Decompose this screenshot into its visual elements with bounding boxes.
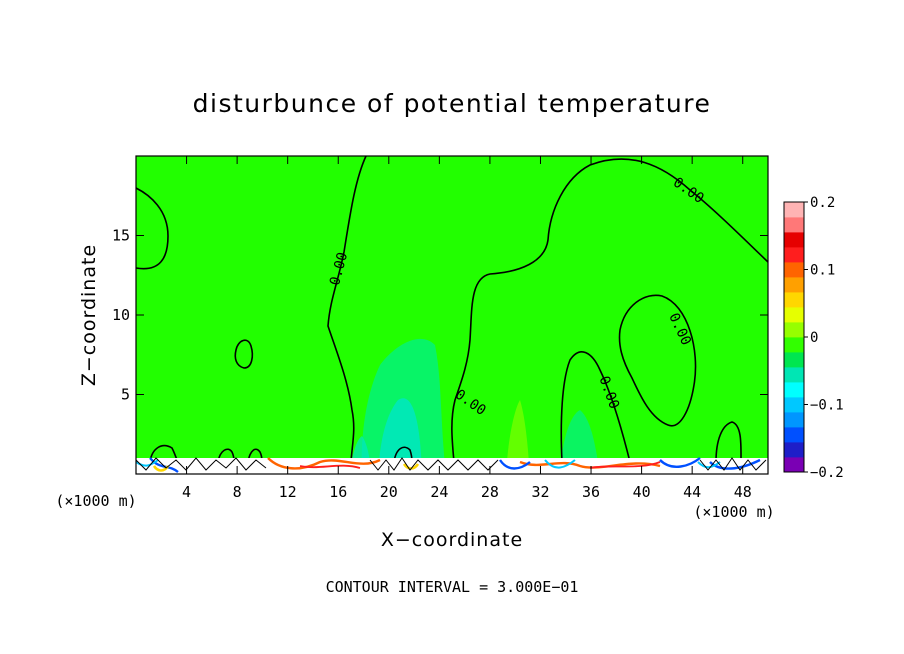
x-axis-label: X−coordinate (381, 529, 523, 551)
contour-lines (135, 155, 769, 463)
chart-title: disturbunce of potential temperature (193, 89, 712, 118)
x-tick-label: 48 (734, 483, 752, 501)
x-unit-right: (×1000 m) (693, 503, 774, 521)
y-tick-label: 15 (112, 227, 130, 245)
x-tick-label: 8 (233, 483, 242, 501)
x-tick-label: 24 (430, 483, 448, 501)
plot-area: 0.00 0.00 0.00 0.00 0.00 (135, 155, 769, 475)
colorbar-tick-label: 0.1 (810, 263, 835, 279)
x-tick-label: 16 (329, 483, 347, 501)
contour-interval-text: CONTOUR INTERVAL = 3.000E−01 (326, 578, 579, 596)
y-tick-label: 10 (112, 306, 130, 324)
colorbar-cell (784, 352, 804, 368)
surface-contour (299, 461, 661, 469)
y-tick-label: 5 (121, 386, 130, 404)
y-axis-label: Z−coordinate (78, 244, 100, 386)
colorbar: 0.2 0.1 0 −0.1 −0.2 (783, 195, 844, 481)
x-tick-label: 36 (582, 483, 600, 501)
colorbar-cell (784, 202, 804, 218)
colorbar-cell (784, 367, 804, 383)
contour-line (618, 294, 697, 427)
colorbar-cell (784, 307, 804, 323)
colorbar-tick-label: 0 (810, 330, 818, 346)
y-axis: 5 10 15 (112, 227, 768, 404)
x-tick-label: 44 (683, 483, 701, 501)
x-tick-label: 40 (633, 483, 651, 501)
colorbar-cell (784, 337, 804, 353)
x-tick-label: 28 (481, 483, 499, 501)
colorbar-cell (784, 457, 804, 473)
colorbar-cell (784, 217, 804, 233)
x-tick-label: 12 (279, 483, 297, 501)
surface-contour (267, 457, 661, 470)
contour-line (560, 351, 631, 463)
colorbar-cell (784, 277, 804, 293)
colorbar-cell (784, 232, 804, 248)
colorbar-cell (784, 397, 804, 413)
x-tick-label: 32 (531, 483, 549, 501)
x-tick-label: 4 (182, 483, 191, 501)
contour-line (451, 158, 769, 463)
surface-contour (135, 457, 767, 471)
x-unit-left: (×1000 m) (55, 492, 136, 510)
colorbar-cell (784, 412, 804, 428)
colorbar-tick-label: −0.1 (810, 398, 844, 414)
shading-patch (506, 400, 530, 474)
colorbar-cell (784, 322, 804, 338)
x-tick-label: 20 (380, 483, 398, 501)
colorbar-cell (784, 247, 804, 263)
colorbar-cell (784, 262, 804, 278)
surface-contour (135, 459, 721, 469)
contour-line (135, 187, 169, 270)
colorbar-cell (784, 442, 804, 458)
colorbar-cell (784, 382, 804, 398)
contour-line (327, 155, 367, 463)
contour-line (234, 339, 254, 369)
colorbar-cell (784, 427, 804, 443)
colorbar-tick-label: 0.2 (810, 195, 835, 211)
x-axis: 4 8 12 16 20 24 28 32 36 40 44 48 (182, 156, 752, 501)
contour-line (715, 421, 742, 463)
surface-layer (135, 457, 768, 474)
colorbar-cell (784, 292, 804, 308)
colorbar-tick-label: −0.2 (810, 465, 844, 481)
